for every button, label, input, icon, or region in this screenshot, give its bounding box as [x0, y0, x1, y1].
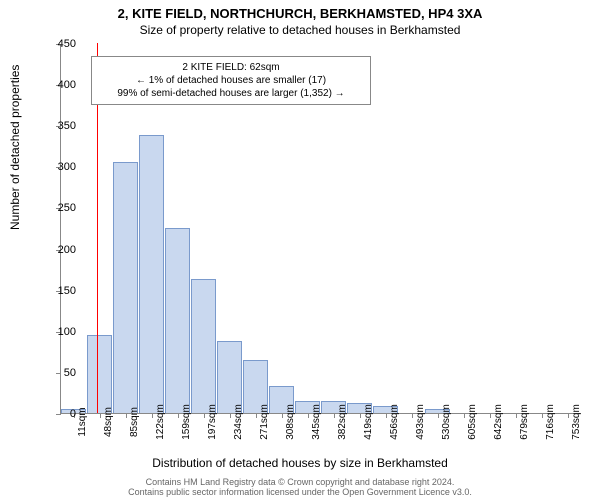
x-tick	[282, 413, 283, 418]
x-tick-label: 11sqm	[77, 407, 88, 436]
x-tick	[100, 413, 101, 418]
x-tick-label: 345sqm	[311, 404, 322, 440]
y-tick-label: 0	[46, 408, 76, 420]
x-tick-label: 716sqm	[545, 404, 556, 440]
x-tick-label: 642sqm	[493, 404, 504, 440]
x-tick-label: 419sqm	[363, 404, 374, 440]
x-tick	[542, 413, 543, 418]
x-tick-label: 679sqm	[519, 404, 530, 440]
histogram-bar	[191, 279, 216, 413]
footer-line-2: Contains public sector information licen…	[0, 488, 600, 498]
x-tick	[412, 413, 413, 418]
footer-attribution: Contains HM Land Registry data © Crown c…	[0, 478, 600, 498]
x-tick-label: 753sqm	[571, 404, 582, 440]
x-tick-label: 605sqm	[467, 404, 478, 440]
x-tick	[334, 413, 335, 418]
y-tick-label: 200	[46, 244, 76, 256]
y-tick-label: 250	[46, 202, 76, 214]
annotation-box: 2 KITE FIELD: 62sqm← 1% of detached hous…	[91, 56, 371, 105]
annotation-line: 99% of semi-detached houses are larger (…	[98, 87, 364, 100]
x-axis-label: Distribution of detached houses by size …	[0, 456, 600, 470]
x-tick-label: 48sqm	[103, 407, 114, 437]
x-tick-label: 308sqm	[285, 404, 296, 440]
histogram-bar	[113, 162, 138, 413]
y-tick-label: 400	[46, 79, 76, 91]
chart-title-main: 2, KITE FIELD, NORTHCHURCH, BERKHAMSTED,…	[0, 0, 600, 21]
plot-area: 2 KITE FIELD: 62sqm← 1% of detached hous…	[60, 44, 580, 414]
x-tick-label: 197sqm	[207, 404, 218, 440]
x-tick	[360, 413, 361, 418]
x-tick	[308, 413, 309, 418]
y-tick-label: 150	[46, 285, 76, 297]
x-tick-label: 456sqm	[389, 404, 400, 440]
histogram-bar	[217, 341, 242, 413]
histogram-bar	[165, 228, 190, 413]
chart-area: 2 KITE FIELD: 62sqm← 1% of detached hous…	[60, 44, 580, 414]
annotation-line: 2 KITE FIELD: 62sqm	[98, 61, 364, 74]
x-tick-label: 159sqm	[181, 404, 192, 440]
x-tick-label: 122sqm	[155, 404, 166, 440]
x-tick	[568, 413, 569, 418]
y-tick-label: 50	[46, 367, 76, 379]
x-tick-label: 493sqm	[415, 404, 426, 440]
x-tick	[204, 413, 205, 418]
x-tick	[464, 413, 465, 418]
histogram-bar	[139, 135, 164, 413]
x-tick-label: 85sqm	[129, 407, 140, 437]
x-tick	[516, 413, 517, 418]
x-tick-label: 234sqm	[233, 404, 244, 440]
x-tick	[178, 413, 179, 418]
x-tick	[126, 413, 127, 418]
x-tick-label: 382sqm	[337, 404, 348, 440]
x-tick-label: 530sqm	[441, 404, 452, 440]
y-tick-label: 450	[46, 38, 76, 50]
x-tick	[230, 413, 231, 418]
x-tick	[490, 413, 491, 418]
x-tick	[152, 413, 153, 418]
chart-title-sub: Size of property relative to detached ho…	[0, 21, 600, 37]
x-tick	[438, 413, 439, 418]
y-tick-label: 100	[46, 326, 76, 338]
y-axis-label: Number of detached properties	[8, 65, 22, 230]
y-tick-label: 300	[46, 161, 76, 173]
x-tick-label: 271sqm	[259, 404, 270, 440]
x-tick	[256, 413, 257, 418]
annotation-line: ← 1% of detached houses are smaller (17)	[98, 74, 364, 87]
histogram-bar	[87, 335, 112, 413]
x-tick	[386, 413, 387, 418]
y-tick-label: 350	[46, 120, 76, 132]
